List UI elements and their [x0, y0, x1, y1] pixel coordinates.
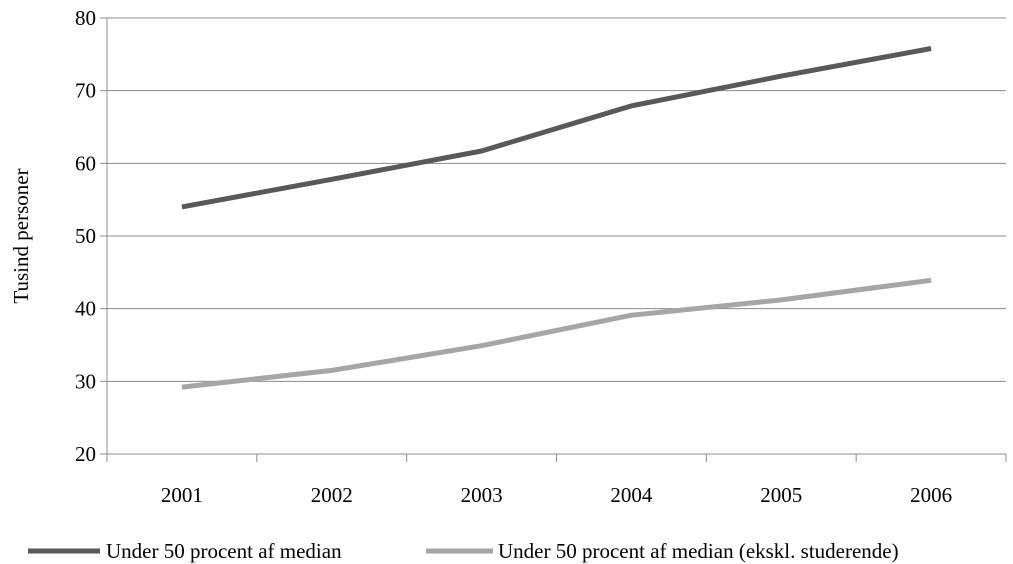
series-lines	[181, 46, 932, 390]
y-tick-label: 80	[75, 6, 96, 30]
x-tick-label: 2002	[311, 483, 353, 507]
x-tick-label: 2001	[161, 483, 203, 507]
x-tick-label: 2004	[610, 483, 653, 507]
y-tick-label: 40	[75, 297, 96, 321]
y-tick-label: 50	[75, 224, 96, 248]
x-tick-labels: 2001 2002 2003 2004 2005 2006	[161, 483, 952, 507]
x-tick-label: 2006	[910, 483, 952, 507]
y-tick-label: 70	[75, 79, 96, 103]
legend-label-1: Under 50 procent af median	[106, 539, 342, 563]
series-line-1	[181, 46, 932, 210]
x-tick-label: 2005	[760, 483, 802, 507]
series-line-2	[181, 277, 932, 390]
y-tick-label: 60	[75, 151, 96, 175]
y-tick-label: 30	[75, 369, 96, 393]
legend-label-2: Under 50 procent af median (ekskl. stude…	[498, 539, 899, 563]
gridlines	[107, 17, 1006, 382]
y-axis-title: Tusind personer	[9, 168, 33, 303]
x-tick-label: 2003	[461, 483, 503, 507]
y-tick-labels: 20 30 40 50 60 70 80	[75, 6, 96, 466]
y-tick-label: 20	[75, 442, 96, 466]
legend: Under 50 procent af median Under 50 proce…	[28, 539, 899, 563]
axes	[100, 17, 1007, 462]
